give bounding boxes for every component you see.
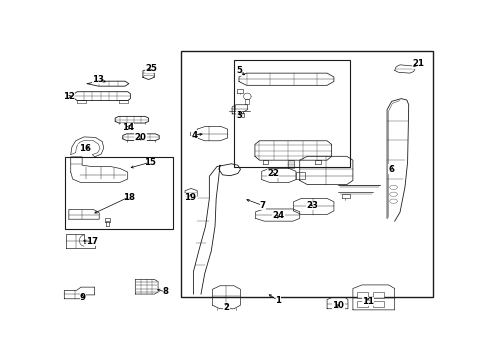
Text: 12: 12	[63, 92, 75, 101]
Text: 20: 20	[134, 133, 146, 142]
Bar	[373, 292, 384, 298]
Bar	[234, 60, 350, 167]
Text: 4: 4	[191, 131, 197, 140]
Bar	[181, 51, 433, 297]
Text: 16: 16	[79, 144, 91, 153]
Text: 24: 24	[272, 211, 285, 220]
Text: 23: 23	[306, 201, 318, 210]
Text: 18: 18	[123, 193, 135, 202]
Text: 14: 14	[122, 123, 134, 132]
Bar	[373, 301, 384, 307]
Text: 22: 22	[267, 169, 279, 178]
Text: 8: 8	[162, 287, 168, 296]
Text: 1: 1	[275, 296, 281, 305]
Text: 3: 3	[236, 111, 242, 120]
Text: 19: 19	[184, 193, 196, 202]
Text: 13: 13	[93, 75, 104, 84]
Text: 2: 2	[223, 303, 229, 312]
Text: 5: 5	[237, 66, 243, 75]
Text: 10: 10	[333, 301, 344, 310]
Bar	[357, 301, 368, 307]
Text: 17: 17	[86, 237, 98, 246]
Text: 9: 9	[80, 293, 86, 302]
Text: 21: 21	[412, 59, 424, 68]
Text: 6: 6	[389, 165, 394, 174]
Bar	[357, 292, 368, 298]
Text: 25: 25	[146, 64, 158, 73]
Text: 11: 11	[362, 297, 374, 306]
Bar	[65, 157, 173, 229]
Text: 7: 7	[260, 201, 266, 210]
Text: 15: 15	[144, 158, 156, 167]
